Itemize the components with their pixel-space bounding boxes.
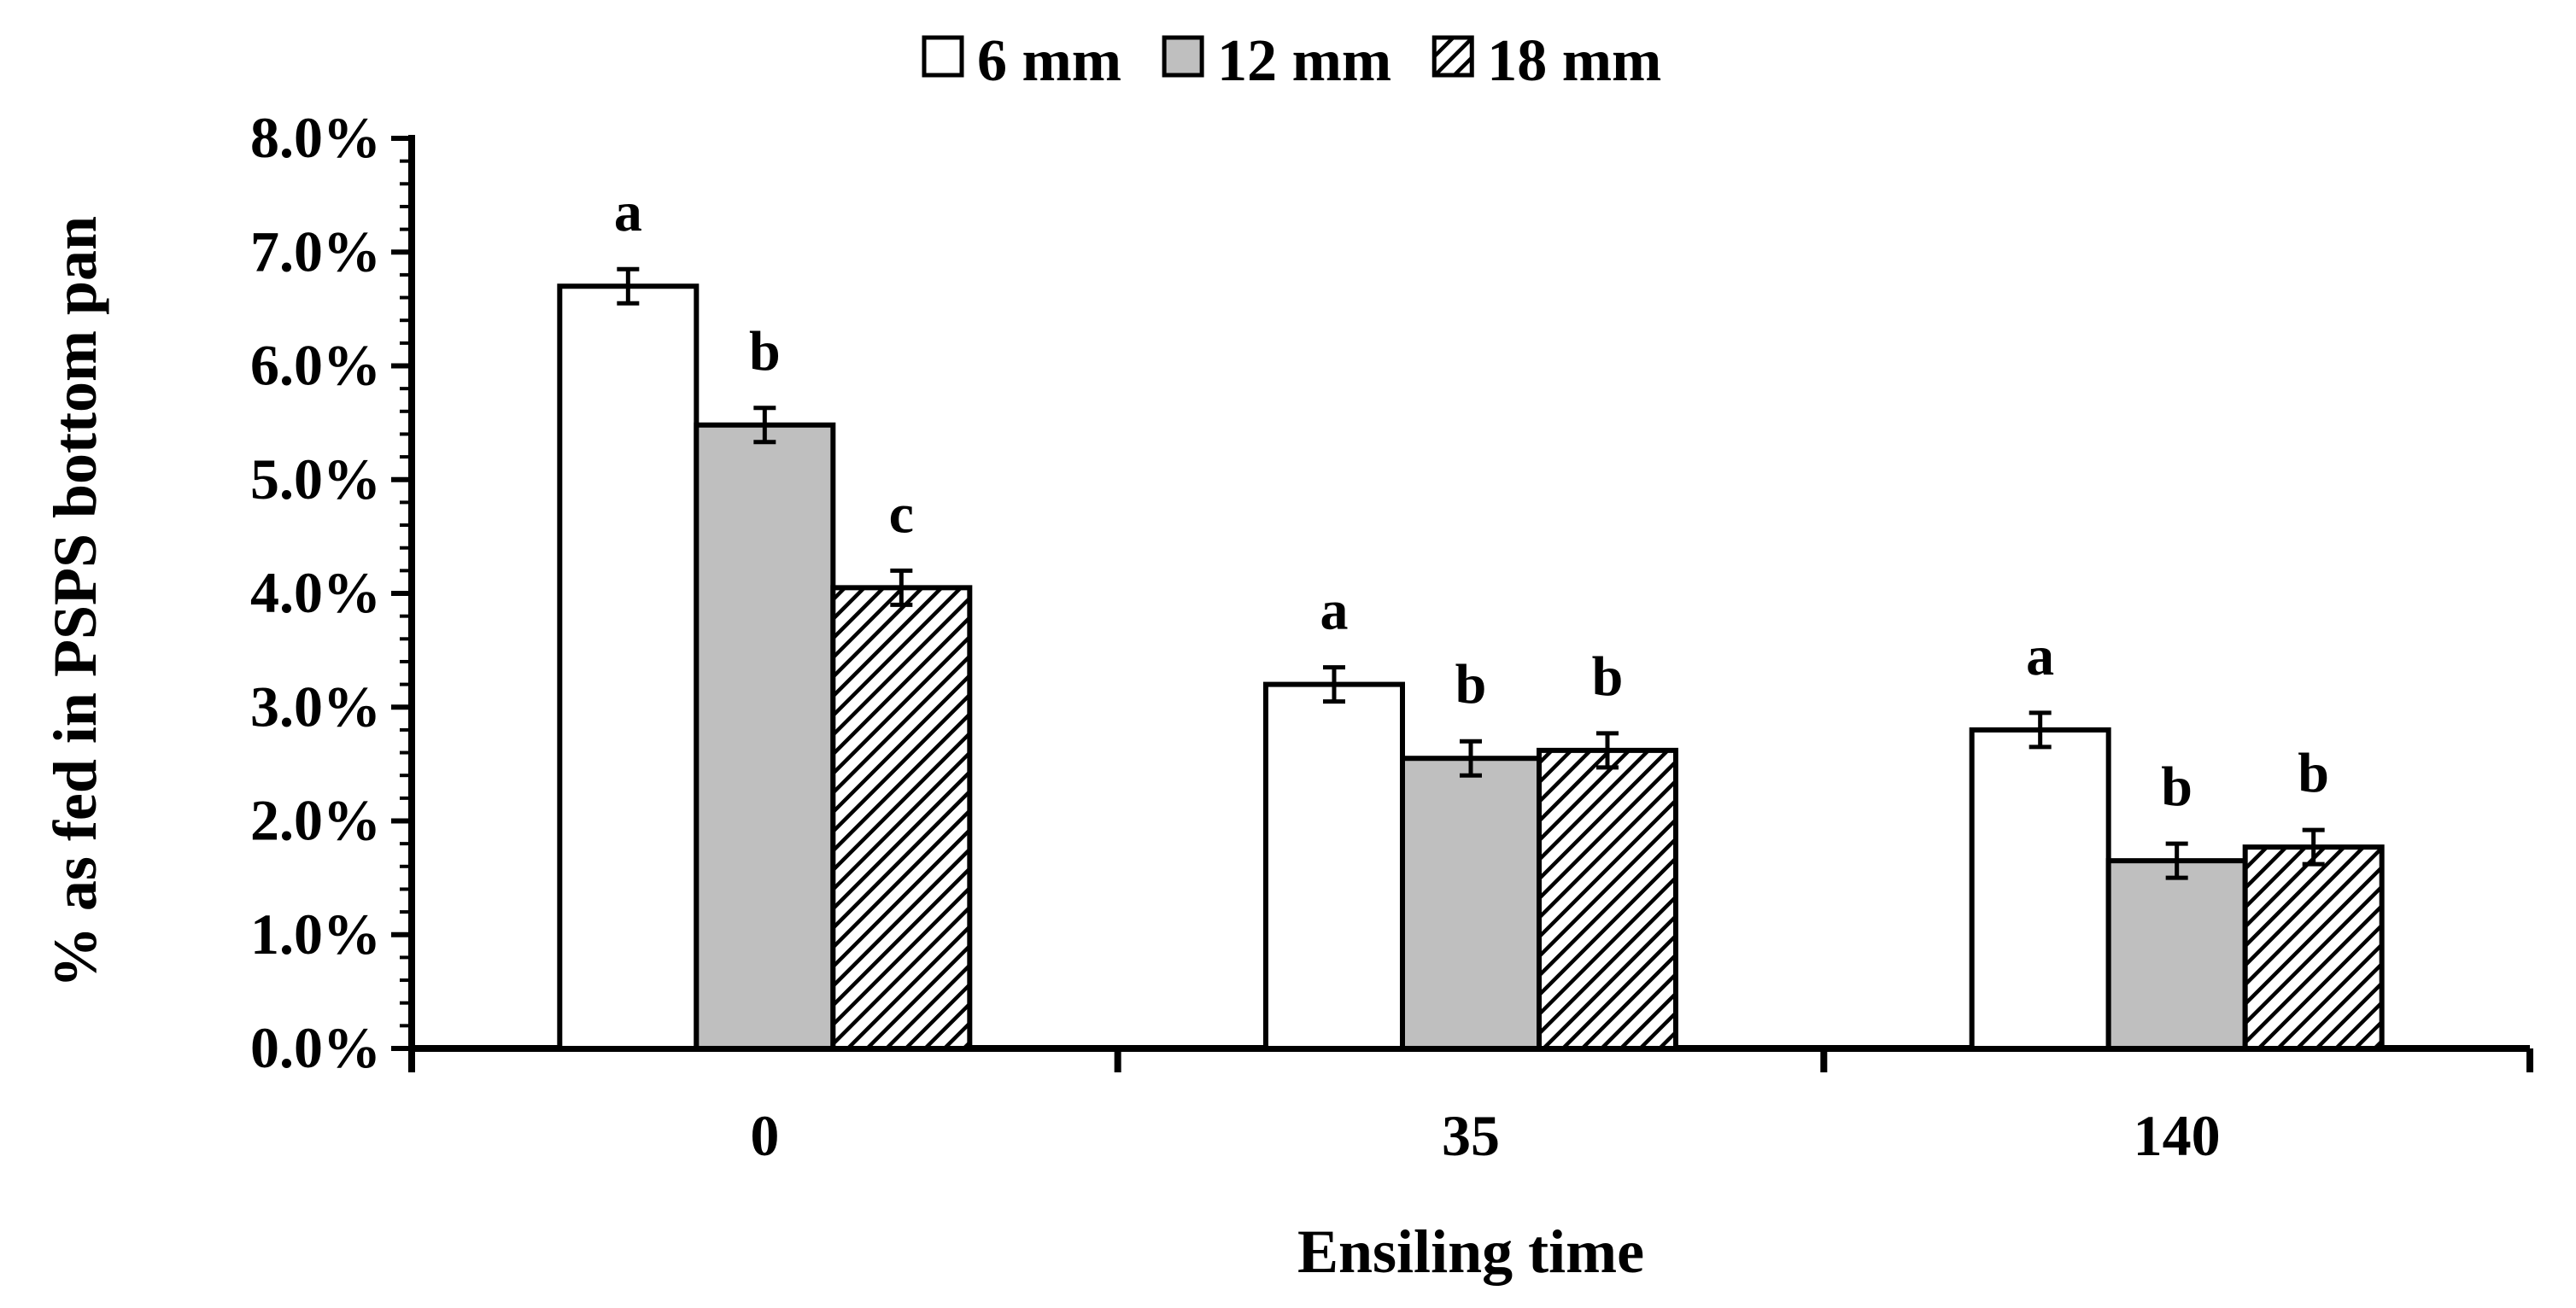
bar-6mm-t0 [557, 283, 700, 1052]
significance-label: a [614, 181, 642, 243]
bar-18mm-t140 [2242, 844, 2385, 1052]
significance-label: b [2161, 756, 2193, 818]
bar-12mm-t35 [1400, 756, 1542, 1052]
legend: 6 mm 12 mm 18 mm [922, 28, 1661, 94]
significance-label: b [1455, 653, 1487, 715]
y-tick-label: 6.0% [250, 333, 381, 398]
axes: 0.0% 1.0% 2.0% 3.0% 4.0% 5.0% 6.0% 7.0% 8.0% 0 35 1… [41, 105, 2533, 1286]
x-axis-title: Ensiling time [1297, 1217, 1644, 1286]
labels: a b c a b b a b b [614, 181, 2329, 818]
significance-label: b [749, 320, 781, 382]
significance-label: a [2026, 625, 2054, 687]
legend-label: 6 mm [977, 28, 1121, 94]
y-tick-label: 7.0% [250, 219, 381, 283]
x-tick-label: 35 [1442, 1103, 1500, 1168]
y-tick-label: 0.0% [250, 1015, 381, 1080]
bar-12mm-t140 [2105, 858, 2248, 1052]
bar-18mm-t35 [1537, 747, 1678, 1051]
bar-6mm-t35 [1263, 681, 1405, 1051]
significance-label: a [1320, 580, 1349, 642]
bars [557, 266, 2385, 1052]
significance-label: c [889, 482, 914, 545]
legend-swatch-6mm [922, 35, 964, 78]
legend-label: 12 mm [1217, 28, 1391, 94]
significance-label: b [2298, 742, 2329, 804]
bar-12mm-t0 [694, 422, 836, 1052]
y-tick-label: 2.0% [250, 788, 381, 853]
y-tick-label: 8.0% [250, 105, 381, 170]
y-tick-label: 5.0% [250, 447, 381, 511]
x-tick-label: 140 [2134, 1103, 2221, 1168]
legend-label: 18 mm [1487, 28, 1661, 94]
legend-swatch-18mm [1431, 35, 1474, 78]
y-tick-label: 1.0% [250, 902, 381, 966]
bar-6mm-t140 [1969, 727, 2111, 1052]
y-tick-label: 4.0% [250, 560, 381, 625]
x-tick-label: 0 [750, 1103, 779, 1168]
legend-swatch-12mm [1162, 35, 1204, 78]
bar-18mm-t0 [830, 585, 973, 1051]
y-tick-label: 3.0% [250, 674, 381, 739]
y-axis-title: % as fed in PSPS bottom pan [41, 216, 109, 988]
significance-label: b [1592, 645, 1624, 708]
